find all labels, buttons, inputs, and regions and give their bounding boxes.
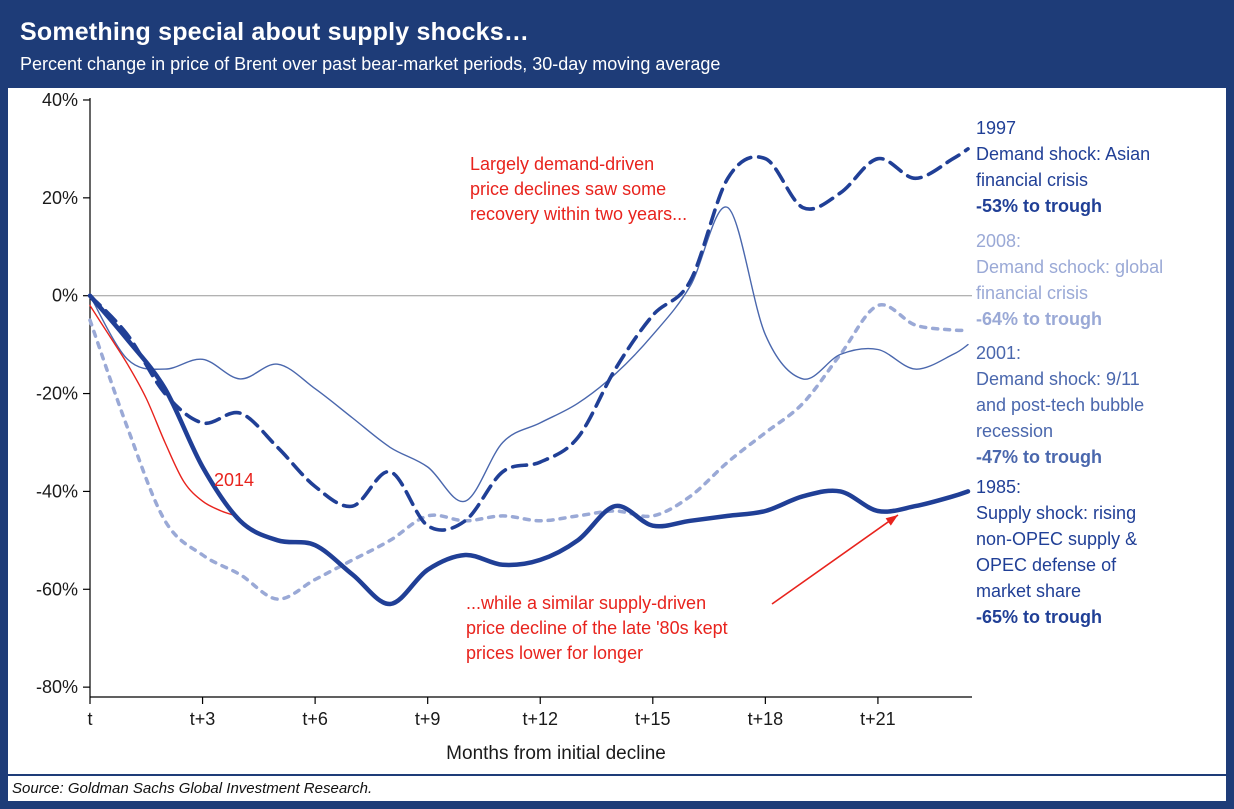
series-1997-line bbox=[88, 147, 970, 532]
x-tick-label: t+6 bbox=[302, 709, 328, 729]
header: Something special about supply shocks… P… bbox=[8, 8, 1226, 88]
x-axis-title: Months from initial decline bbox=[446, 743, 666, 764]
series-2001-line bbox=[89, 206, 969, 502]
legend-2001-trough: -47% to trough bbox=[976, 447, 1102, 467]
x-tick-label: t+9 bbox=[415, 709, 441, 729]
annotation-demand-driven: Largely demand-driven price declines saw… bbox=[470, 154, 688, 224]
legend-2001-text: 2001: Demand shock: 9/11 and post-tech b… bbox=[976, 343, 1145, 441]
legend-1985-text: 1985: Supply shock: rising non-OPEC supp… bbox=[976, 477, 1138, 601]
y-tick-label: -60% bbox=[36, 579, 78, 599]
y-tick-label: -80% bbox=[36, 677, 78, 697]
y-tick-label: -40% bbox=[36, 481, 78, 501]
x-tick-label: t+12 bbox=[522, 709, 558, 729]
supply-callout-arrowhead bbox=[885, 515, 898, 526]
legend-2001: 2001: Demand shock: 9/11 and post-tech b… bbox=[976, 340, 1224, 470]
legend-1997: 1997 Demand shock: Asian financial crisi… bbox=[976, 115, 1224, 219]
y-tick-label: 0% bbox=[52, 286, 78, 306]
x-tick-label: t+21 bbox=[860, 709, 896, 729]
legend-1985-trough: -65% to trough bbox=[976, 607, 1102, 627]
y-tick-label: -20% bbox=[36, 384, 78, 404]
series-2008-line bbox=[88, 303, 970, 601]
series-1985-line bbox=[87, 293, 971, 607]
legend-2008-text: 2008: Demand schock: global financial cr… bbox=[976, 231, 1164, 303]
legend-2008-trough: -64% to trough bbox=[976, 309, 1102, 329]
legend-1985: 1985: Supply shock: rising non-OPEC supp… bbox=[976, 474, 1224, 630]
page-title: Something special about supply shocks… bbox=[20, 18, 530, 46]
legend-1997-text: 1997 Demand shock: Asian financial crisi… bbox=[976, 118, 1151, 190]
x-tick-label: t+15 bbox=[635, 709, 671, 729]
series-2014-line bbox=[89, 304, 237, 517]
y-tick-label: 40% bbox=[42, 90, 78, 110]
x-tick-label: t+18 bbox=[748, 709, 784, 729]
y-tick-label: 20% bbox=[42, 188, 78, 208]
label-2014: 2014 bbox=[214, 470, 255, 490]
page-subtitle: Percent change in price of Brent over pa… bbox=[20, 54, 721, 74]
x-tick-label: t bbox=[87, 709, 92, 729]
source-note: Source: Goldman Sachs Global Investment … bbox=[8, 774, 1226, 801]
legend-1997-trough: -53% to trough bbox=[976, 196, 1102, 216]
annotation-supply-driven: ...while a similar supply-driven price d… bbox=[466, 593, 728, 663]
chart-area: 40% 20% 0% -20% -40% -60% -80% t t+3 t+6 t+9 t+12 t+… bbox=[8, 88, 1226, 774]
x-tick-label: t+3 bbox=[190, 709, 216, 729]
supply-callout-arrow bbox=[771, 514, 899, 605]
legend-2008: 2008: Demand schock: global financial cr… bbox=[976, 228, 1224, 332]
brent-bear-market-line-chart: 40% 20% 0% -20% -40% -60% -80% t t+3 t+6 t+9 t+12 t+… bbox=[36, 90, 972, 764]
